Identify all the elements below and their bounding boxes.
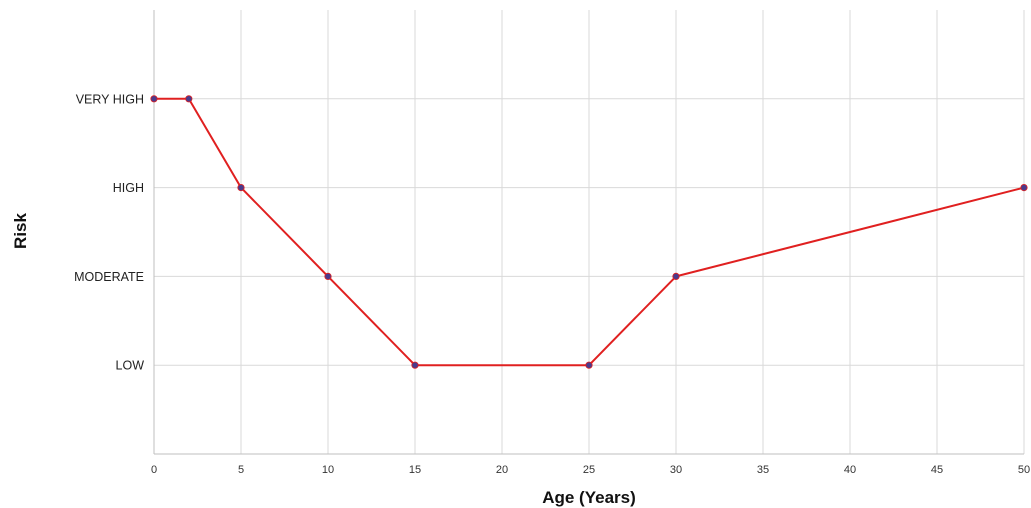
x-tick-label: 5 [238,464,244,476]
x-tick-label: 45 [931,464,943,476]
data-point [585,361,593,369]
y-axis-title: Risk [11,213,30,249]
y-tick-label: VERY HIGH [76,92,144,106]
y-tick-label: LOW [116,359,145,373]
x-tick-label: 35 [757,464,769,476]
data-point [1020,184,1028,192]
x-tick-label: 25 [583,464,595,476]
x-tick-label: 0 [151,464,157,476]
x-tick-label: 10 [322,464,334,476]
axes [153,10,1024,455]
grid-lines [154,10,1025,454]
x-tick-label: 15 [409,464,421,476]
series-line [154,97,1025,367]
x-tick-label: 30 [670,464,682,476]
risk-series [150,95,1028,369]
data-point [324,272,332,280]
x-tick-label: 40 [844,464,856,476]
data-point [672,272,680,280]
x-tick-label: 20 [496,464,508,476]
x-axis-tick-labels: 0 5 10 15 20 25 30 35 40 45 50 [151,464,1030,476]
data-point [237,184,245,192]
data-point [185,95,193,103]
data-point [150,95,158,103]
y-tick-label: MODERATE [74,270,144,284]
data-point [411,361,419,369]
y-axis-tick-labels: LOW MODERATE HIGH VERY HIGH [74,92,144,372]
x-axis-title: Age (Years) [542,488,636,507]
x-tick-label: 50 [1018,464,1030,476]
y-tick-label: HIGH [113,181,144,195]
